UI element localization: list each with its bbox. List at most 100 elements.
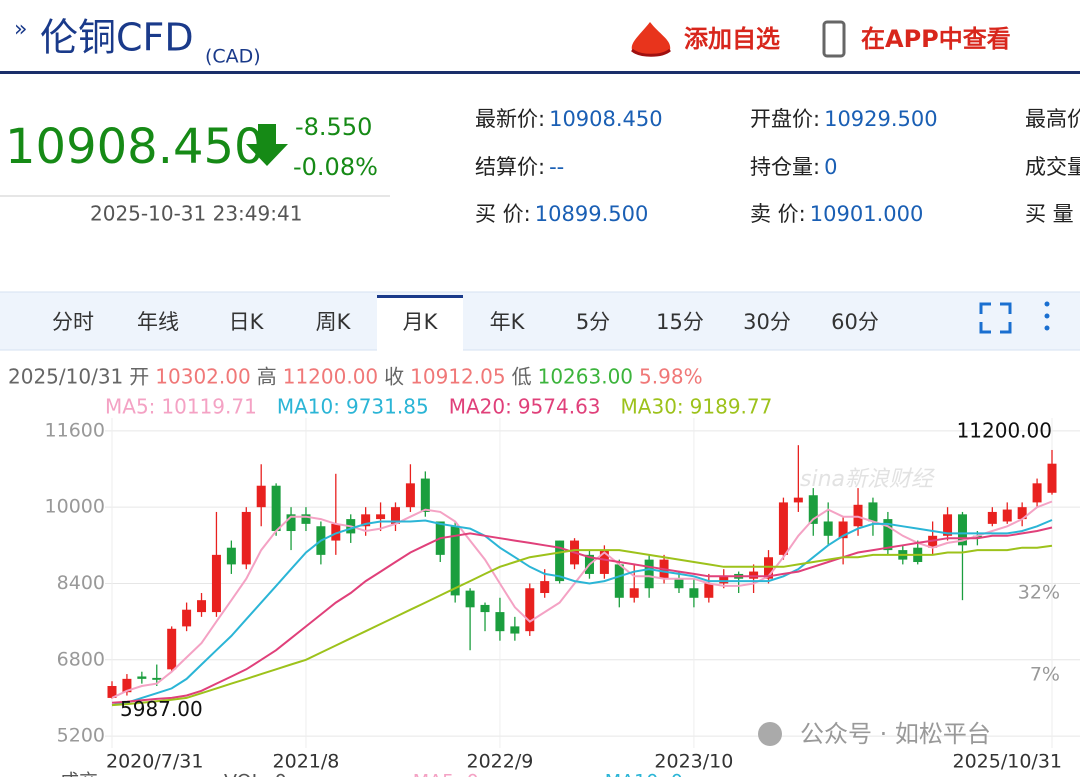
- legend-value: 9731.85: [346, 395, 429, 419]
- add-watchlist[interactable]: 添加自选: [684, 25, 780, 53]
- phone-icon[interactable]: [822, 20, 846, 58]
- info-label: 高: [257, 365, 277, 389]
- y-tick-label: 8400: [57, 572, 105, 594]
- axes: 11600 10000 8400 6800 5200 32% 7% 2020/7/31 2021…: [45, 418, 1062, 772]
- more-icon[interactable]: [1044, 301, 1050, 331]
- change-pct: -0.08%: [293, 153, 378, 181]
- x-tick-label: 2021/8: [273, 751, 340, 773]
- volume-label: MA5: 0: [413, 771, 479, 777]
- flame-base: [631, 48, 671, 57]
- candle-body: [778, 502, 788, 555]
- candle-body: [928, 535, 938, 548]
- candle-body: [450, 526, 460, 596]
- field-value: 10908.450: [549, 107, 663, 131]
- candle-body: [808, 495, 818, 524]
- field-label: 开盘价:: [750, 107, 820, 131]
- candle-body: [614, 564, 624, 598]
- change: -8.550: [295, 113, 372, 141]
- field-label: 买 量: [1025, 202, 1074, 226]
- candle-body: [674, 578, 684, 589]
- info-line: 2025/10/31 开 10302.00 高 11200.00 收 10912.05 低 10…: [8, 365, 703, 389]
- candle-body: [256, 485, 266, 508]
- candle-body: [793, 497, 803, 503]
- price: 10908.450: [5, 119, 265, 175]
- tab[interactable]: 日K: [229, 310, 265, 334]
- candle-body: [226, 547, 236, 565]
- candle-body: [943, 514, 953, 536]
- legend-name: MA5:: [105, 395, 155, 419]
- info-value: 10912.05: [410, 365, 505, 389]
- candle-body: [838, 521, 848, 539]
- y-tick-label: 11600: [45, 419, 105, 441]
- candle-body: [883, 519, 893, 551]
- field-label: 结算价:: [475, 155, 545, 179]
- title: 伦铜CFD: [40, 16, 194, 60]
- tab[interactable]: 月K: [403, 310, 439, 334]
- field-value: 10929.500: [824, 107, 938, 131]
- info-label: 收: [384, 365, 404, 389]
- tab[interactable]: 年K: [490, 310, 526, 334]
- active-tab-indicator: [377, 295, 463, 298]
- legend: MA5: 10119.71 MA10: 9731.85 MA20: 9574.63 MA30…: [105, 395, 772, 419]
- candle-body: [331, 523, 341, 541]
- candle-body: [465, 590, 475, 608]
- candle-body: [629, 588, 639, 598]
- tab[interactable]: 年线: [137, 310, 179, 334]
- x-tick-label: 2020/7/31: [106, 751, 203, 773]
- tab[interactable]: 周K: [316, 310, 352, 334]
- candle-body: [599, 550, 609, 574]
- candle-body: [167, 628, 177, 670]
- x-tick-label: 2025/10/31: [952, 751, 1062, 773]
- candle-body: [1017, 507, 1027, 520]
- view-in-app[interactable]: 在APP中查看: [861, 25, 1011, 53]
- candle-body: [390, 507, 400, 524]
- watermark: sina新浪财经: [800, 467, 935, 492]
- tab[interactable]: 5分: [576, 310, 610, 334]
- volume-label: MA10: 0: [605, 771, 683, 777]
- field-label: 最新价:: [475, 107, 545, 131]
- y-tick-label: 10000: [45, 496, 105, 518]
- field-value: 10899.500: [535, 202, 649, 226]
- legend-value: 10119.71: [161, 395, 256, 419]
- tab-bar: [0, 292, 1080, 350]
- flame-icon[interactable]: [631, 22, 671, 56]
- candle-body: [525, 588, 535, 632]
- candle-body: [405, 483, 415, 508]
- right-axis-label: 7%: [1030, 664, 1060, 686]
- legend-value: 9574.63: [518, 395, 601, 419]
- candle-body: [1002, 509, 1012, 522]
- field-label: 持仓量:: [750, 155, 820, 179]
- candle-body: [510, 626, 520, 634]
- tab[interactable]: 分时: [52, 310, 94, 334]
- ma-line: [111, 519, 1053, 707]
- tabs: 分时 年线 日K 周K 月K 年K 5分 15分 30分 60分: [52, 295, 879, 351]
- candle-body: [868, 502, 878, 522]
- ma-line: [111, 544, 1053, 707]
- candle-body: [211, 554, 221, 613]
- tab[interactable]: 60分: [831, 310, 879, 334]
- field-value: 10901.000: [810, 202, 924, 226]
- info-date: 2025/10/31: [8, 365, 123, 389]
- field-value: --: [549, 155, 564, 179]
- candle-body: [644, 559, 654, 589]
- x-tick-label: 2022/9: [467, 751, 534, 773]
- annotation: 11200.00: [957, 418, 1052, 442]
- fullscreen-icon[interactable]: [979, 302, 1012, 334]
- field-label: 最高价: [1025, 107, 1080, 131]
- candle-body: [197, 600, 207, 613]
- candle-body: [1032, 483, 1042, 503]
- x-tick-label: 2023/10: [654, 751, 733, 773]
- candle-body: [286, 514, 296, 532]
- volume-label: VOL: 0: [224, 771, 287, 777]
- right-axis-label: 32%: [1018, 582, 1060, 604]
- candle-body: [107, 686, 117, 698]
- tab[interactable]: 30分: [743, 310, 791, 334]
- info-value: 10263.00: [538, 365, 633, 389]
- field-label: 买 价:: [475, 202, 531, 226]
- field-value: 0: [824, 155, 837, 179]
- legend-name: MA10:: [277, 395, 340, 419]
- logo-icon: »: [14, 17, 27, 42]
- tab[interactable]: 15分: [656, 310, 704, 334]
- candle-body: [719, 576, 729, 584]
